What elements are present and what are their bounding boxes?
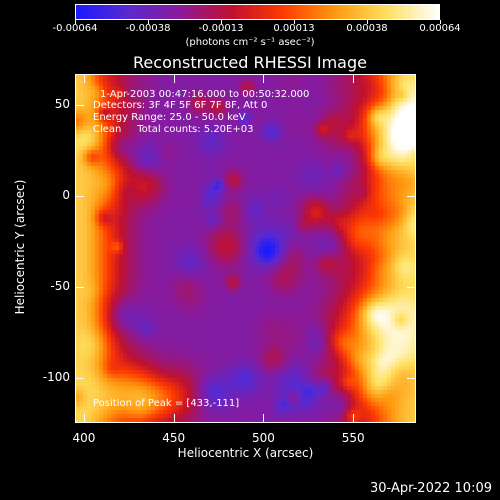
x-tick (353, 414, 355, 422)
plot-title: Reconstructed RHESSI Image (133, 53, 367, 72)
energy-annotation: Energy Range: 25.0 - 50.0 keV (93, 112, 246, 123)
x-tick-label: 500 (251, 431, 275, 445)
x-tick-top (353, 75, 355, 83)
x-tick-label: 450 (162, 431, 186, 445)
x-tick (173, 414, 175, 422)
render-timestamp: 30-Apr-2022 10:09 (370, 481, 492, 496)
rhessi-image (75, 74, 416, 423)
colorbar-tick (440, 20, 441, 24)
y-tick-right (407, 104, 415, 106)
colorbar-tick (148, 20, 149, 24)
colorbar-tick-label: 0.00038 (346, 23, 388, 34)
y-tick-right (407, 195, 415, 197)
colorbar-tick (75, 20, 76, 24)
colorbar-tick (221, 20, 222, 24)
y-axis-title: Heliocentric Y (arcsec) (13, 179, 27, 315)
y-tick-right (407, 286, 415, 288)
x-tick-label: 400 (72, 431, 96, 445)
colorbar-tick (367, 20, 368, 24)
colorbar-tick-label: 0.00064 (419, 23, 461, 34)
y-tick-label: 50 (54, 96, 70, 111)
x-tick (263, 414, 265, 422)
x-tick-label: 550 (341, 431, 365, 445)
y-tick (76, 104, 84, 106)
colorbar-tick-label: -0.00064 (52, 23, 98, 34)
x-axis-title: Heliocentric X (arcsec) (177, 446, 314, 460)
colorbar-tick-label: 0.00013 (273, 23, 315, 34)
heatmap-canvas (75, 74, 416, 423)
y-tick (76, 195, 84, 197)
x-tick-top (263, 75, 265, 83)
detectors-annotation: Detectors: 3F 4F 5F 6F 7F 8F, Att 0 (93, 100, 268, 111)
y-tick-label: -50 (50, 278, 70, 293)
colorbar-tick (294, 20, 295, 24)
y-tick (76, 377, 84, 379)
y-tick-label: 0 (62, 187, 70, 202)
colorbar-tick-label: -0.00013 (198, 23, 244, 34)
y-tick-label: -100 (42, 369, 70, 384)
x-tick-top (83, 75, 85, 83)
peak-annotation: Position of Peak = [433,-111] (93, 398, 240, 409)
colorbar (75, 4, 440, 20)
colorbar-tick-label: -0.00038 (125, 23, 171, 34)
time-range-annotation: 1-Apr-2003 00:47:16.000 to 00:50:32.000 (100, 89, 310, 100)
colorbar-units-label: (photons cm⁻² s⁻¹ asec⁻²) (185, 37, 315, 48)
x-tick (83, 414, 85, 422)
x-tick-top (173, 75, 175, 83)
y-tick-right (407, 377, 415, 379)
clean-annotation: Clean Total counts: 5.20E+03 (93, 124, 254, 135)
y-tick (76, 286, 84, 288)
